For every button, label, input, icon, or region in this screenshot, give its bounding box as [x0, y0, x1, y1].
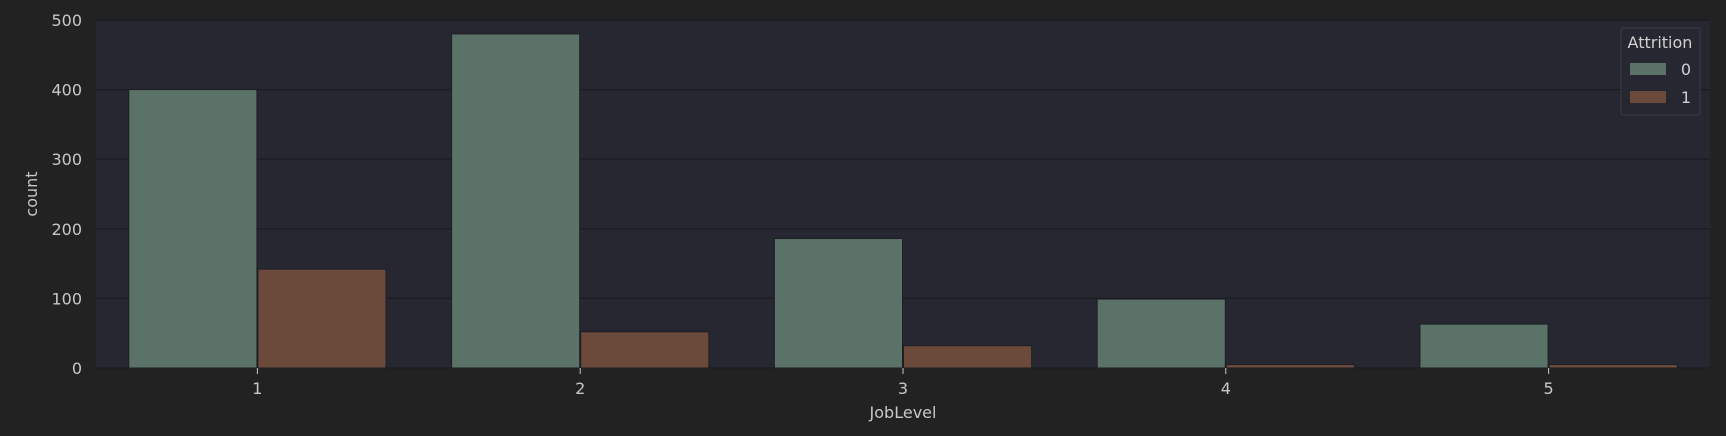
- x-tick-label: 2: [575, 379, 585, 398]
- bar-level-4-attrition-0: [1096, 298, 1226, 369]
- legend-title: Attrition: [1628, 33, 1693, 52]
- bar-level-3-attrition-1: [903, 345, 1033, 369]
- y-tick-label: 200: [51, 220, 82, 239]
- y-tick-label: 0: [72, 359, 82, 378]
- y-axis-label: count: [22, 171, 41, 216]
- y-tick-label: 500: [51, 11, 82, 30]
- bar-level-1-attrition-0: [128, 89, 258, 369]
- x-tick-label: 5: [1544, 379, 1554, 398]
- legend-swatch-0: [1630, 63, 1666, 75]
- x-tick-label: 1: [252, 379, 262, 398]
- bar-level-4-attrition-1: [1225, 364, 1355, 369]
- bar-level-5-attrition-0: [1419, 323, 1549, 369]
- bar-level-5-attrition-1: [1548, 364, 1678, 369]
- x-axis-label: JobLevel: [869, 403, 937, 422]
- bar-level-1-attrition-1: [257, 268, 387, 369]
- legend: Attrition 0 1: [1620, 27, 1701, 116]
- bar-level-2-attrition-0: [451, 33, 581, 369]
- legend-swatch-1: [1630, 91, 1666, 103]
- y-tick-label: 400: [51, 81, 82, 100]
- bars: [128, 33, 1678, 369]
- legend-label-0: 0: [1681, 60, 1691, 79]
- bar-level-2-attrition-1: [580, 331, 710, 369]
- x-tick-label: 3: [898, 379, 908, 398]
- legend-label-1: 1: [1681, 88, 1691, 107]
- y-tick-labels: 0 100 200 300 400 500: [51, 11, 82, 378]
- y-tick-label: 300: [51, 150, 82, 169]
- x-tick-labels: 1 2 3 4 5: [252, 368, 1554, 398]
- bar-level-3-attrition-0: [773, 238, 903, 369]
- x-tick-label: 4: [1221, 379, 1231, 398]
- y-tick-label: 100: [51, 289, 82, 308]
